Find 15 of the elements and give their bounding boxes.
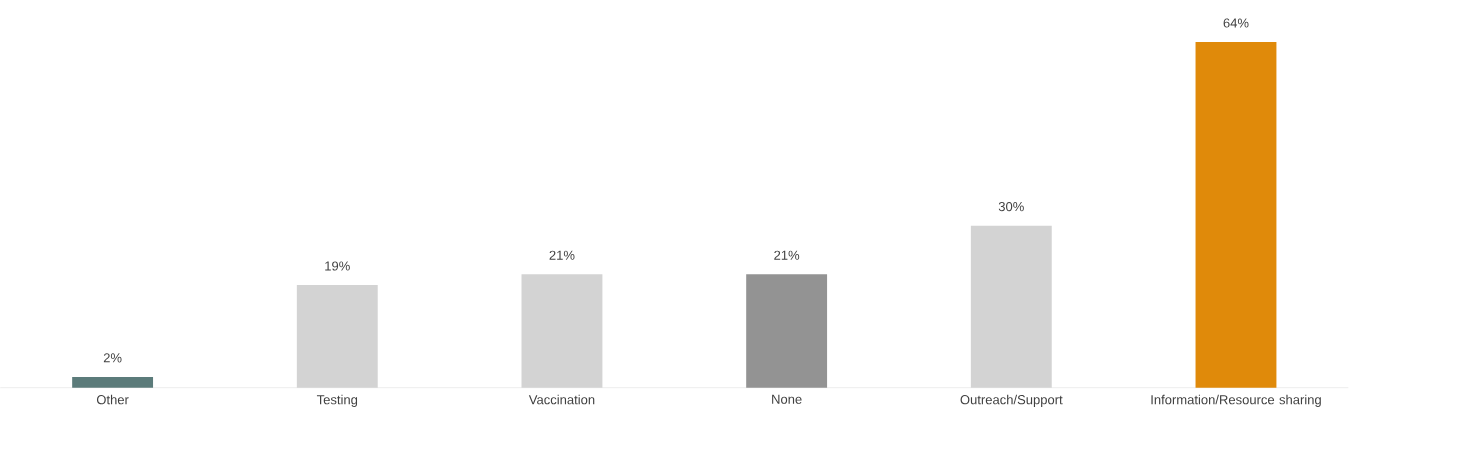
x-tick-label: Information/Resource sharing [1151,394,1321,408]
data-label: 21% [549,250,575,261]
data-label: 30% [998,202,1024,212]
bar [746,274,828,388]
x-tick-label: None [772,394,802,405]
x-tick-label: Testing [316,394,358,408]
data-label: 64% [1223,18,1249,28]
x-tick-label: Other [96,394,129,405]
data-label: 2% [103,353,122,363]
bar [72,377,154,388]
x-tick-label: Outreach/Support [960,394,1063,408]
bar [1195,42,1277,388]
data-label: 21% [774,250,800,261]
x-tick-label: Vaccination [528,394,595,405]
data-label: 19% [325,261,350,271]
